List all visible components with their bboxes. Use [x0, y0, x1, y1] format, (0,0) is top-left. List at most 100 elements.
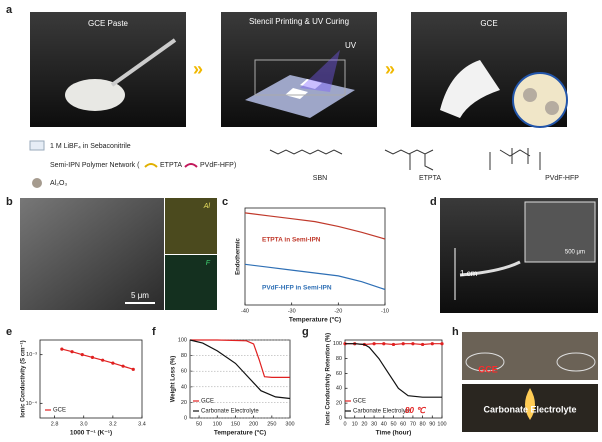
- legend-text: 1 M LiBF₄ in Sebaconitrile: [50, 143, 131, 150]
- panel-letter: h: [452, 326, 459, 338]
- map-label: Al: [203, 203, 211, 210]
- x-tick-label: 50: [196, 421, 202, 427]
- x-axis-label: Time (hour): [376, 430, 412, 437]
- paste: [65, 79, 125, 111]
- particle: [545, 101, 559, 115]
- panel-letter: b: [6, 196, 13, 208]
- inset-photo: [524, 201, 596, 263]
- eds-map: [165, 198, 217, 254]
- scale-label: 5 μm: [131, 291, 149, 300]
- plot-frame: [189, 339, 291, 419]
- frame: [254, 59, 346, 96]
- data-point: [111, 361, 115, 365]
- data-point: [131, 367, 135, 371]
- plot-frame: [344, 339, 443, 419]
- x-tick-label: -20: [334, 308, 342, 314]
- y-axis-label: Ionic Conductivity Retention (%): [326, 333, 332, 425]
- legend-text: ): [234, 162, 236, 169]
- y-tick-label: 40: [336, 386, 342, 392]
- data-point: [430, 342, 434, 346]
- chem-label: PVdF-HFP: [545, 175, 579, 182]
- x-tick-label: 100: [437, 421, 446, 427]
- x-tick-label: 150: [231, 421, 240, 427]
- series-line: [61, 348, 134, 370]
- chem-label: ETPTA: [419, 175, 441, 182]
- data-point: [382, 342, 386, 346]
- spatula: [110, 38, 177, 87]
- series-line: [244, 263, 386, 291]
- x-tick-label: 200: [249, 421, 258, 427]
- data-point: [70, 350, 74, 354]
- x-axis-label: Temperature (°C): [214, 429, 266, 437]
- data-point: [401, 342, 405, 346]
- uv-label: UV: [345, 41, 357, 50]
- legend-text: PVdF-HFP in Semi-IPN: [262, 285, 332, 292]
- x-tick-label: 20: [361, 421, 367, 427]
- x-tick-label: 3.4: [138, 421, 146, 427]
- photo: [30, 12, 186, 127]
- data-point: [440, 342, 444, 346]
- series-line: [189, 339, 291, 400]
- y-tick-label: 20: [181, 400, 187, 406]
- plot-frame: [244, 207, 386, 306]
- y-tick-label: 0: [339, 415, 342, 421]
- chevron: »: [193, 59, 203, 79]
- photo-label: Carbonate Electrolyte: [483, 404, 576, 414]
- map-label: F: [206, 260, 211, 267]
- y-tick-label: 60: [181, 369, 187, 375]
- x-tick-label: -10: [381, 308, 389, 314]
- structure: [384, 149, 434, 171]
- y-tick-label: 0: [184, 415, 187, 421]
- photo-label: GCE: [478, 364, 498, 374]
- data-point: [391, 342, 396, 347]
- photo-label: GCE Paste: [88, 19, 129, 28]
- structure: [269, 149, 343, 155]
- x-tick-label: 100: [213, 421, 222, 427]
- plot-frame: [39, 339, 143, 419]
- eds-map: [165, 255, 217, 310]
- y-tick-label: 80: [336, 356, 342, 362]
- panel-letter: f: [152, 326, 156, 338]
- legend-text: ETPTA: [160, 162, 182, 169]
- dish: [465, 352, 505, 372]
- legend-swatch: [29, 140, 45, 151]
- x-tick-label: 80: [420, 421, 426, 427]
- data-point: [90, 355, 95, 359]
- data-point: [411, 342, 415, 346]
- panel-letter: a: [6, 4, 13, 16]
- series-line: [345, 343, 442, 398]
- particle: [523, 88, 537, 102]
- series-line: [244, 212, 386, 240]
- legend-text: ETPTA in Semi-IPN: [262, 237, 321, 244]
- data-point: [60, 347, 64, 351]
- chem-label: SBN: [313, 175, 327, 182]
- y-axis-label: Endothermic: [236, 238, 242, 275]
- legend-text: GCE: [53, 408, 66, 414]
- x-tick-label: 3.2: [109, 421, 117, 427]
- panel-letter: d: [430, 196, 437, 208]
- legend-text: Carbonate Electrolyte: [353, 409, 411, 415]
- legend-text: Al₂O₃: [50, 180, 67, 187]
- panel-letter: e: [6, 326, 12, 338]
- chevron: »: [385, 59, 395, 79]
- y-axis-label: Ionic Conductivity (S cm⁻¹): [20, 340, 27, 417]
- y-tick-label: 100: [178, 337, 187, 343]
- x-axis-label: 1000 T⁻¹ (K⁻¹): [70, 430, 112, 437]
- x-tick-label: 30: [371, 421, 377, 427]
- bent-film: [459, 260, 521, 277]
- photo-label: GCE: [480, 19, 497, 28]
- legend-text: Carbonate Electrolyte: [201, 409, 259, 415]
- x-tick-label: 2.8: [51, 421, 59, 427]
- data-point: [372, 342, 376, 346]
- data-point: [80, 353, 84, 357]
- y-tick-label: 80: [181, 353, 187, 359]
- series-line: [190, 339, 290, 378]
- legend-text: GCE: [201, 399, 214, 405]
- legend-text: GCE: [353, 399, 366, 405]
- y-tick-label: 20: [336, 401, 342, 407]
- x-tick-label: 50: [390, 421, 396, 427]
- x-tick-label: 0: [343, 421, 346, 427]
- panel-letter: c: [222, 196, 228, 208]
- photo-label: Stencil Printing & UV Curing: [249, 17, 349, 26]
